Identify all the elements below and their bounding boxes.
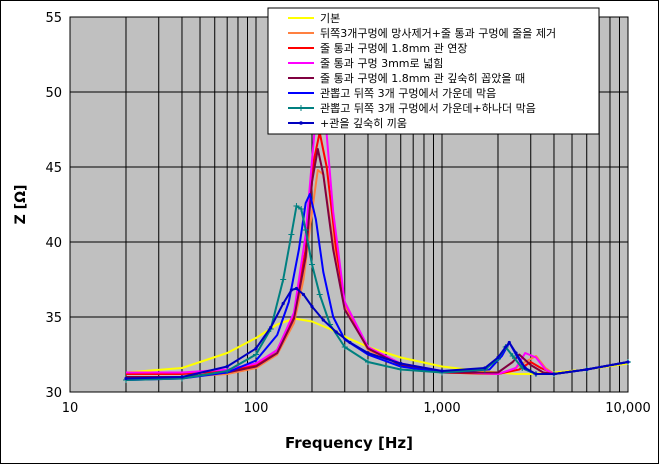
data-point-marker <box>514 351 518 355</box>
legend-label: +관을 깊숙히 끼움 <box>320 116 407 130</box>
series-5 <box>126 148 629 378</box>
legend-label: 줄 통과 구멍 3mm로 넓힘 <box>320 57 443 70</box>
legend-label: 관뽑고 뒤쪽 3개 구멍에서 가운데 막음 <box>320 87 496 100</box>
series-line <box>125 205 629 381</box>
data-point-marker <box>269 325 273 330</box>
legend-item: 기본 <box>288 12 340 25</box>
y-tick-label: 50 <box>45 86 62 101</box>
series-group <box>122 79 631 383</box>
data-point-marker <box>308 261 315 268</box>
legend-item: 관뽑고 뒤쪽 3개 구멍에서 가운데+하나더 막음 <box>288 101 536 115</box>
data-point-marker <box>440 369 444 373</box>
data-point-marker <box>124 376 128 381</box>
x-axis-label: Frequency [Hz] <box>285 434 413 452</box>
legend-marker <box>298 105 304 111</box>
data-point-marker <box>366 351 370 355</box>
data-point-marker <box>334 330 338 334</box>
data-point-marker <box>399 361 403 366</box>
data-point-marker <box>483 366 487 370</box>
data-point-marker <box>504 345 508 349</box>
series-4 <box>126 79 629 375</box>
legend-item: 줄 통과 구멍에 1.8mm 관 깊숙히 꼽았을 때 <box>288 71 525 85</box>
x-tick-label: 10,000 <box>605 401 651 416</box>
y-axis-label: Z [Ω] <box>13 185 29 225</box>
x-tick-label: 100 <box>244 401 269 416</box>
legend-item: 뒤쪽3개구멍에 망사제거+줄 통과 구멍에 줄을 제거 <box>288 27 556 40</box>
data-point-marker <box>626 360 630 364</box>
data-point-marker <box>348 340 352 345</box>
series-line <box>125 287 629 380</box>
data-point-marker <box>288 231 295 238</box>
data-point-marker <box>293 203 300 209</box>
data-point-marker <box>289 288 294 292</box>
y-tick-label: 35 <box>45 311 62 326</box>
legend-label: 뒤쪽3개구멍에 망사제거+줄 통과 구멍에 줄을 제거 <box>320 27 556 40</box>
data-point-marker <box>509 353 516 359</box>
legend-marker <box>299 121 303 125</box>
y-tick-label: 45 <box>45 161 62 176</box>
legend-label: 기본 <box>320 12 340 25</box>
y-tick-label: 40 <box>45 236 62 251</box>
data-point-marker <box>364 359 371 365</box>
y-tick-label: 55 <box>45 11 62 26</box>
data-point-marker <box>523 366 527 370</box>
data-point-marker <box>321 318 325 322</box>
data-point-marker <box>496 355 500 360</box>
x-tick-label: 10 <box>62 401 79 416</box>
data-point-marker <box>316 291 323 298</box>
legend-label: 줄 통과 구멍에 1.8mm 관 깊숙히 꼽았을 때 <box>320 71 525 85</box>
legend-item: 줄 통과 구멍 3mm로 넓힘 <box>288 57 443 70</box>
legend-label: 줄 통과 구멍에 1.8mm 관 연장 <box>320 42 468 55</box>
data-point-marker <box>280 276 287 283</box>
data-point-marker <box>341 344 348 350</box>
data-point-marker <box>585 367 589 372</box>
legend-label: 관뽑고 뒤쪽 3개 구멍에서 가운데+하나더 막음 <box>320 101 536 115</box>
data-point-marker <box>310 304 314 309</box>
data-point-marker <box>534 372 538 376</box>
tick-labels: 10 100 1,000 10,000 30 35 40 45 50 55 <box>45 11 650 416</box>
data-point-marker <box>302 227 309 233</box>
series-line <box>126 148 629 378</box>
series-8 <box>124 286 630 381</box>
data-point-marker <box>281 301 285 306</box>
data-point-marker <box>254 346 258 351</box>
series-line <box>126 79 629 375</box>
data-point-marker <box>225 364 229 369</box>
data-point-marker <box>294 286 299 291</box>
data-point-marker <box>180 375 184 379</box>
data-point-marker <box>253 351 259 358</box>
legend-item: +관을 깊숙히 끼움 <box>288 116 407 130</box>
data-point-marker <box>397 366 404 373</box>
data-point-marker <box>224 368 231 374</box>
legend-item: 줄 통과 구멍에 1.8mm 관 연장 <box>288 42 468 55</box>
data-point-marker <box>298 206 305 212</box>
data-point-marker <box>301 292 306 297</box>
data-point-marker <box>507 340 511 345</box>
y-tick-label: 30 <box>45 386 62 401</box>
data-point-marker <box>552 372 556 376</box>
x-tick-label: 1,000 <box>423 401 460 416</box>
legend-box <box>267 7 600 135</box>
legend-item: 관뽑고 뒤쪽 3개 구멍에서 가운데 막음 <box>288 87 496 100</box>
